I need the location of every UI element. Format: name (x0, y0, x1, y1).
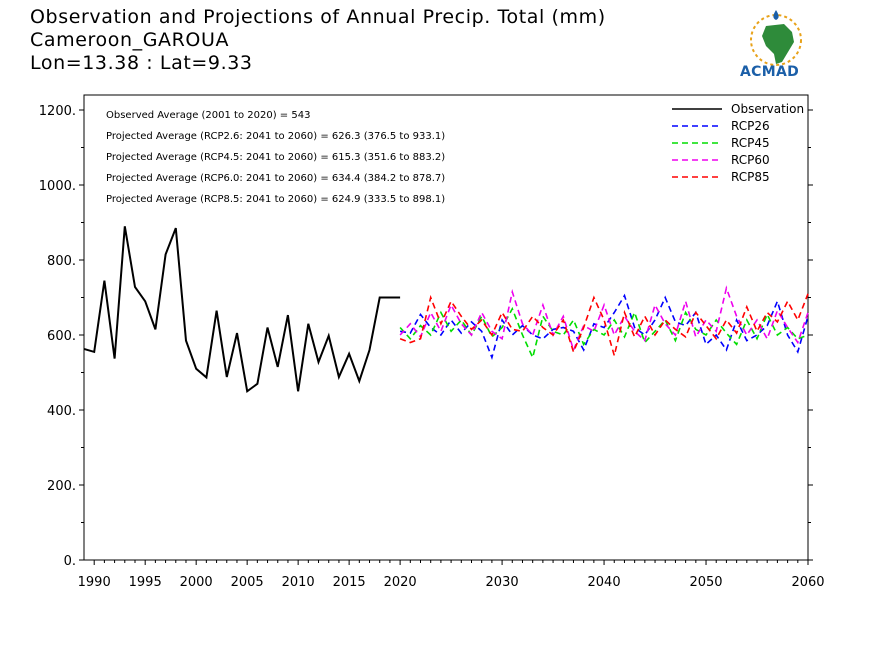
legend-label-rcp60: RCP60 (731, 153, 770, 167)
x-tick-label: 2050 (689, 575, 722, 590)
chart-axes: 0. 200. 400. 600. 800. 1000. 1200. 1990 1995 2000… (39, 94, 825, 590)
legend-label-rcp26: RCP26 (731, 119, 770, 133)
annotation-line: Observed Average (2001 to 2020) = 543 (106, 110, 310, 121)
logo-text: ACMAD (740, 64, 799, 80)
y-tick-label: 200. (47, 479, 76, 494)
legend: Observation RCP26 RCP45 RCP60 RCP85 (672, 102, 804, 184)
series-rcp26 (399, 293, 809, 361)
station-coordinates: Lon=13.38 : Lat=9.33 (30, 52, 253, 74)
y-tick-label: 400. (47, 404, 76, 419)
annotation-line: Projected Average (RCP2.6: 2041 to 2060)… (106, 131, 445, 142)
x-tick-label: 2015 (333, 575, 366, 590)
x-tick-label: 2020 (384, 575, 417, 590)
series-rcp85 (399, 293, 809, 359)
x-tick-label: 2000 (180, 575, 213, 590)
chart-title-block: Observation and Projections of Annual Pr… (30, 6, 606, 75)
legend-label-rcp45: RCP45 (731, 136, 770, 150)
y-tick-label: 800. (47, 254, 76, 269)
y-tick-label: 1200. (39, 104, 76, 119)
acmad-logo (750, 10, 802, 66)
x-tick-label: 2060 (791, 575, 824, 590)
x-tick-label: 2005 (231, 575, 264, 590)
annotation-line: Projected Average (RCP8.5: 2041 to 2060)… (106, 194, 445, 205)
x-tick-label: 2030 (486, 575, 519, 590)
annotation-line: Projected Average (RCP6.0: 2041 to 2060)… (106, 173, 445, 184)
x-tick-label: 2040 (588, 575, 621, 590)
y-tick-label: 600. (47, 329, 76, 344)
x-tick-label: 2010 (282, 575, 315, 590)
x-tick-label: 1995 (129, 575, 162, 590)
legend-label-rcp85: RCP85 (731, 170, 770, 184)
series-rcp45 (399, 306, 809, 360)
series-observation (83, 226, 401, 394)
plot-frame (83, 94, 809, 561)
x-tick-label: 1990 (78, 575, 111, 590)
station-name: Cameroon_GAROUA (30, 29, 230, 51)
chart-title: Observation and Projections of Annual Pr… (30, 6, 606, 28)
annotation-line: Projected Average (RCP4.5: 2041 to 2060)… (106, 152, 445, 163)
series-layer (83, 226, 809, 394)
legend-label-observation: Observation (731, 102, 804, 116)
annotations: Observed Average (2001 to 2020) = 543 Pro… (106, 110, 445, 205)
y-tick-label: 0. (64, 554, 76, 569)
y-tick-label: 1000. (39, 179, 76, 194)
